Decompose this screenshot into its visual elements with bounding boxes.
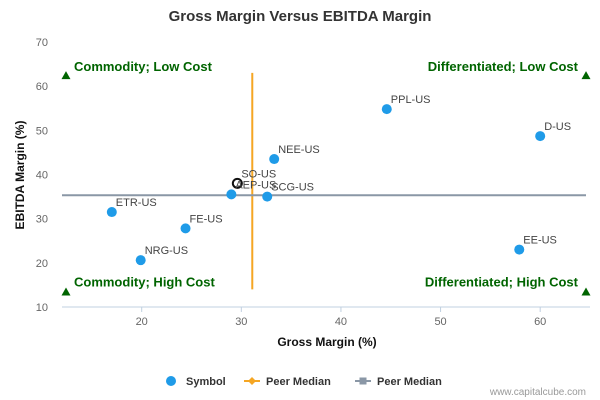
- quadrant-labels: Commodity; Low Cost Differentiated; Low C…: [61, 59, 591, 296]
- y-tick-label: 40: [36, 170, 48, 182]
- x-tick-label: 50: [434, 316, 446, 328]
- legend-symbol-marker: [166, 376, 176, 386]
- point-label-ppl-us: PPL-US: [391, 94, 431, 106]
- point-label-nrg-us: NRG-US: [145, 245, 188, 257]
- y-tick-label: 70: [36, 37, 48, 49]
- point-label-fe-us: FE-US: [190, 213, 223, 225]
- data-point-fe-us: [180, 223, 191, 234]
- quadrant-label-bottom-right: Differentiated; High Cost: [425, 275, 579, 290]
- credit-text: www.capitalcube.com: [489, 387, 586, 398]
- chart-title: Gross Margin Versus EBITDA Margin: [169, 8, 432, 25]
- legend: Symbol Peer Median Peer Median: [166, 376, 442, 388]
- point-label-d-us: D-US: [544, 121, 571, 133]
- y-tick-label: 60: [36, 81, 48, 93]
- data-point-so-us: [231, 177, 243, 189]
- y-axis-title: EBITDA Margin (%): [13, 121, 27, 230]
- x-tick-label: 20: [136, 316, 148, 328]
- point-label-aep-us: AEP-US: [235, 179, 276, 191]
- y-tick-label: 50: [36, 125, 48, 137]
- axes: 20 30 40 50 60 10 20 30 40 50 60 70: [36, 37, 590, 328]
- x-tick-label: 30: [235, 316, 247, 328]
- quadrant-label-top-left: Commodity; Low Cost: [74, 59, 213, 74]
- data-point-nrg-us: [135, 255, 146, 266]
- legend-peer-median-x-marker: [248, 377, 256, 385]
- y-tick-label: 20: [36, 258, 48, 270]
- point-label-nee-us: NEE-US: [278, 144, 320, 156]
- triangle-top-right-marker: [581, 71, 591, 80]
- quadrant-label-bottom-left: Commodity; High Cost: [74, 275, 215, 290]
- point-label-so-us: SO-US: [241, 168, 276, 180]
- triangle-bottom-right-marker: [581, 287, 591, 296]
- legend-label: Peer Median: [266, 376, 331, 388]
- legend-label: Peer Median: [377, 376, 442, 388]
- triangle-top-left-marker: [61, 71, 71, 80]
- point-label-etr-us: ETR-US: [116, 197, 157, 209]
- x-tick-label: 40: [335, 316, 347, 328]
- data-point-d-us: [535, 131, 546, 142]
- data-point-etr-us: [106, 207, 117, 218]
- data-point-ee-us: [514, 244, 525, 255]
- y-tick-label: 10: [36, 302, 48, 314]
- data-point-scg-us: [262, 191, 273, 202]
- x-tick-label: 60: [534, 316, 546, 328]
- data-point-ppl-us: [381, 104, 392, 115]
- legend-peer-median-y-marker: [359, 377, 367, 385]
- data-point-nee-us: [269, 154, 280, 165]
- triangle-bottom-left-marker: [61, 287, 71, 296]
- quadrant-label-top-right: Differentiated; Low Cost: [428, 59, 579, 74]
- data-point-aep-us: [226, 189, 237, 200]
- peer-median-lines: [62, 72, 586, 290]
- x-axis-title: Gross Margin (%): [277, 335, 376, 349]
- legend-label: Symbol: [186, 376, 226, 388]
- point-label-scg-us: SCG-US: [271, 182, 314, 194]
- y-tick-label: 30: [36, 214, 48, 226]
- point-label-ee-us: EE-US: [523, 235, 557, 247]
